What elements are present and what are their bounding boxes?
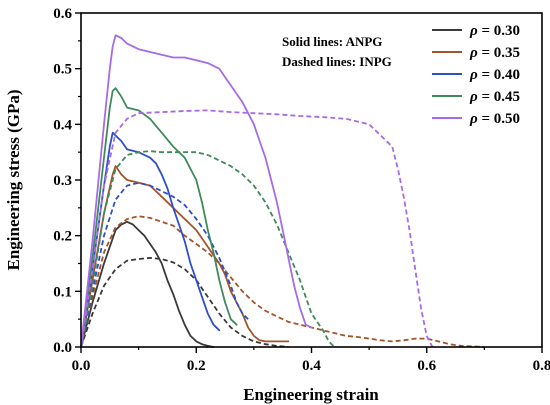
y-tick-label: 0.2	[53, 229, 72, 245]
annotation-solid-lines: Solid lines: ANPG	[282, 34, 382, 49]
y-tick-label: 0.1	[53, 284, 72, 300]
annotation-dashed-lines: Dashed lines: INPG	[282, 54, 392, 69]
legend-label: ρ = 0.50	[469, 111, 520, 127]
legend-label: ρ = 0.40	[469, 67, 520, 83]
legend: ρ = 0.30 ρ = 0.35 ρ = 0.40 ρ = 0.45 ρ = 0.50	[432, 23, 520, 127]
series-3-dashed-line	[80, 150, 336, 348]
series-0-dashed-line	[80, 256, 289, 348]
y-tick-label: 0.5	[53, 62, 72, 78]
series-layer	[80, 34, 485, 348]
axis-ticks: 0.0 0.2 0.4 0.6 0.8 0.0 0.1 0.2 0.3 0.4 0.5 0.6	[53, 6, 550, 374]
series-3-solid-line	[80, 87, 238, 348]
y-tick-label: 0.0	[53, 340, 72, 356]
legend-label: ρ = 0.35	[469, 45, 520, 61]
y-tick-label: 0.6	[53, 6, 72, 22]
x-tick-label: 0.4	[302, 358, 321, 374]
x-axis-title: Engineering strain	[243, 385, 379, 404]
legend-label: ρ = 0.45	[469, 89, 520, 105]
y-axis-title: Engineering stress (GPa)	[4, 89, 23, 270]
x-tick-label: 0.2	[187, 358, 206, 374]
series-1-dashed-line	[80, 215, 485, 348]
x-tick-label: 0.8	[533, 358, 550, 374]
series-4-solid-line	[80, 34, 313, 348]
series-2-solid-line	[80, 131, 221, 348]
series-2-dashed-line	[80, 181, 249, 348]
series-4-dashed-line	[80, 109, 434, 348]
series-1-solid-line	[80, 165, 290, 348]
x-tick-label: 0.6	[417, 358, 436, 374]
y-tick-label: 0.4	[53, 117, 72, 133]
x-tick-label: 0.0	[72, 358, 91, 374]
legend-label: ρ = 0.30	[469, 23, 520, 39]
series-0-solid-line	[80, 220, 215, 348]
y-tick-label: 0.3	[53, 173, 72, 189]
